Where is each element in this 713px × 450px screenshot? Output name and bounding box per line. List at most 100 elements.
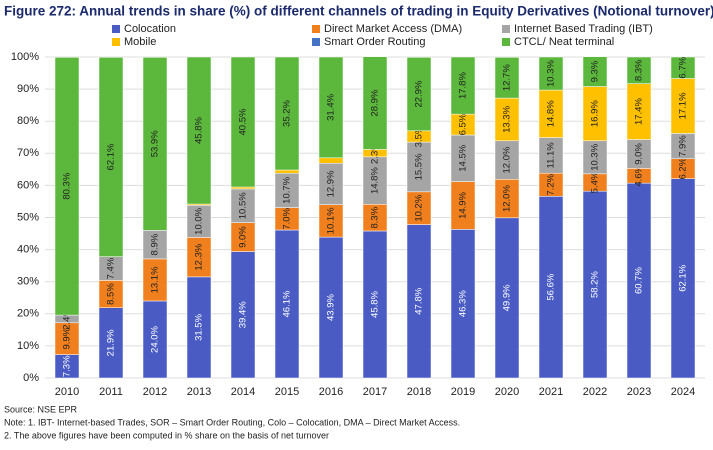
bar-segment [362, 204, 388, 232]
x-tick-label: 2019 [451, 386, 475, 398]
note: Note: 1. IBT- Internet-based Trades, SOR… [4, 417, 460, 427]
data-label: 39.4% [238, 301, 249, 328]
data-label: 10.5% [238, 192, 249, 219]
data-label: 60.7% [634, 267, 645, 294]
bar-segment [318, 204, 344, 238]
legend-label: Colocation [124, 23, 176, 35]
data-label: 43.9% [326, 294, 337, 321]
bar-segment [582, 86, 608, 142]
data-label: 45.8% [194, 116, 205, 143]
data-label: 10.3% [590, 143, 601, 170]
data-label: 53.9% [150, 130, 161, 157]
bar-segment [230, 222, 256, 252]
x-tick-label: 2020 [495, 386, 519, 398]
data-label: 9.9% [62, 327, 73, 349]
legend-swatch [502, 38, 510, 46]
note: 2. The above figures have been computed … [4, 430, 329, 440]
data-label: 12.7% [502, 64, 513, 91]
y-tick-label: 20% [17, 308, 39, 320]
chart-title: Figure 272: Annual trends in share (%) o… [4, 4, 713, 19]
data-label: 12.0% [502, 185, 513, 212]
bar-segment [494, 97, 520, 142]
bar-segment [142, 258, 168, 302]
y-tick-label: 50% [17, 211, 39, 223]
data-label: 17.8% [458, 72, 469, 99]
bar-segment [406, 141, 432, 193]
legend-swatch [312, 38, 320, 46]
bar-segment [670, 56, 696, 79]
data-label: 80.3% [62, 172, 73, 199]
data-label: 7.0% [282, 207, 293, 229]
data-label: 3.5% [414, 125, 425, 147]
x-tick-label: 2023 [627, 386, 651, 398]
bar-segment [450, 56, 476, 115]
bar-segment [186, 237, 212, 278]
bar-segment [186, 276, 212, 379]
data-label: 58.2% [590, 271, 601, 298]
bar-segment [142, 57, 168, 231]
bar-segment [450, 229, 476, 379]
bar-segment [274, 56, 300, 171]
bar-segment [274, 172, 300, 208]
x-tick-label: 2015 [275, 386, 299, 398]
legend-label: Internet Based Trading (IBT) [514, 23, 653, 35]
bar-segment [538, 56, 564, 91]
y-tick-label: 80% [17, 115, 39, 127]
data-label: 2.4% [62, 308, 73, 330]
bar-segment [230, 188, 256, 223]
data-label: 35.2% [282, 99, 293, 126]
bar-segment [538, 196, 564, 379]
data-label: 47.8% [414, 287, 425, 314]
bar-segment [494, 57, 520, 99]
data-label: 7.4% [106, 257, 117, 279]
x-tick-label: 2011 [99, 386, 123, 398]
bar-segment [538, 137, 564, 174]
x-tick-label: 2018 [407, 386, 431, 398]
data-label: 6.2% [678, 157, 689, 179]
bar-segment [98, 57, 124, 257]
data-label: 9.0% [634, 143, 645, 165]
source: Source: NSE EPR [4, 404, 78, 414]
bar-segment [318, 56, 344, 159]
data-label: 9.0% [238, 226, 249, 248]
data-label: 10.1% [326, 207, 337, 234]
data-label: 13.1% [150, 266, 161, 293]
legend-label: Direct Market Access (DMA) [324, 23, 462, 35]
data-label: 46.3% [458, 290, 469, 317]
legend-swatch [112, 25, 120, 33]
data-label: 14.8% [370, 167, 381, 194]
data-label: 6.5% [458, 113, 469, 135]
data-label: 7.9% [678, 135, 689, 157]
data-label: 4.6% [634, 164, 645, 186]
legend-label: Smart Order Routing [324, 36, 425, 48]
data-label: 5.4% [590, 171, 601, 193]
data-label: 28.9% [370, 89, 381, 116]
x-tick-label: 2012 [143, 386, 167, 398]
data-label: 12.9% [326, 170, 337, 197]
bar-segment [582, 140, 608, 175]
y-tick-label: 90% [17, 83, 39, 95]
bar-segment [318, 157, 344, 164]
x-tick-label: 2022 [583, 386, 607, 398]
bar-segment [54, 322, 80, 355]
data-label: 14.5% [458, 144, 469, 171]
bar-segment [142, 230, 168, 260]
x-tick-label: 2010 [55, 386, 79, 398]
y-tick-label: 100% [11, 51, 39, 63]
y-tick-label: 30% [17, 276, 39, 288]
bar-segment [362, 56, 388, 150]
bar-segment [406, 57, 432, 132]
bar-segment [670, 178, 696, 379]
data-label: 14.8% [546, 100, 557, 127]
x-tick-label: 2016 [319, 386, 343, 398]
data-label: 14.9% [458, 191, 469, 218]
data-label: 46.1% [282, 290, 293, 317]
data-label: 10.7% [282, 176, 293, 203]
data-label: 31.4% [326, 93, 337, 120]
bar-segment [538, 89, 564, 138]
data-label: 10.2% [414, 194, 425, 221]
data-label: 8.9% [150, 233, 161, 255]
x-tick-label: 2013 [187, 386, 211, 398]
y-tick-label: 0% [23, 372, 39, 384]
bar-segment [230, 186, 256, 190]
